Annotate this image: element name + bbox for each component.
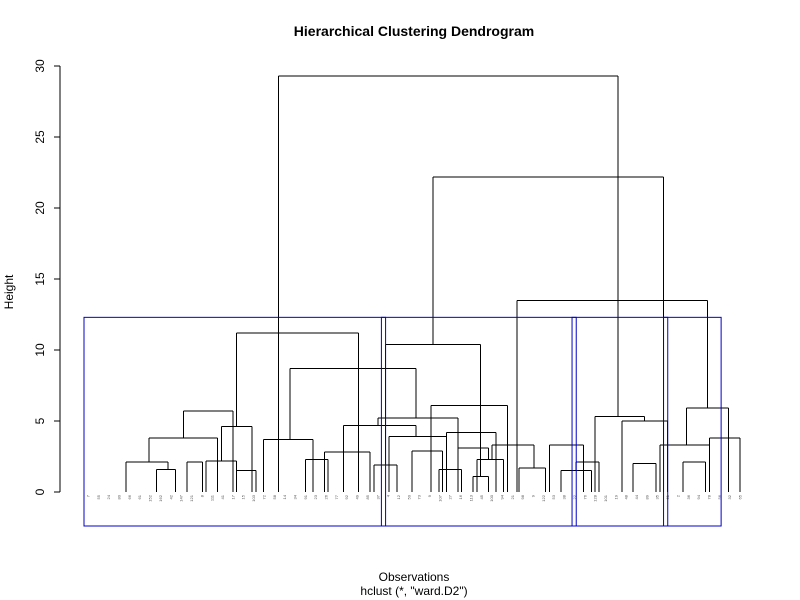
leaf-label: 89 [644, 494, 649, 499]
cluster-box-cluster-4 [663, 316, 722, 527]
leaf-label: 162 [158, 494, 163, 501]
y-tick-label: 0 [33, 488, 47, 495]
leaf-label: 101 [603, 494, 608, 501]
leaf-label: 24 [106, 494, 111, 499]
leaf-label: 80 [117, 494, 122, 499]
chart-title: Hierarchical Clustering Dendrogram [294, 23, 534, 39]
leaf-label: 56 [717, 494, 722, 499]
y-tick-label: 25 [33, 130, 47, 144]
leaf-label: 2 [675, 494, 680, 497]
leaf-label: 26 [324, 494, 329, 499]
leaf-label: 37 [375, 494, 380, 499]
leaf-label: 45 [479, 494, 484, 499]
y-axis: 0 5 10 15 20 25 30 [33, 59, 61, 495]
leaf-label: 76 [582, 494, 587, 499]
leaf-label: 152 [148, 494, 153, 501]
leaf-label: 128 [593, 494, 598, 501]
leaf-label: 77 [334, 494, 339, 499]
y-tick-label: 30 [33, 59, 47, 73]
leaf-label: 7 [86, 494, 91, 497]
leaf-label: 15 [241, 494, 246, 499]
leaf-label: 58 [272, 494, 277, 499]
leaf-label: 91 [303, 494, 308, 499]
leaf-label: 49 [355, 494, 360, 499]
leaf-label: 4 [386, 494, 391, 497]
leaf-label: 14 [282, 494, 287, 499]
leaf-label: 23 [313, 494, 318, 499]
leaf-label: 35 [655, 494, 660, 499]
leaf-label: 78 [706, 494, 711, 499]
leaf-label: 65 [738, 494, 743, 499]
leaf-label: 73 [417, 494, 422, 499]
leaf-label: 94 [499, 494, 504, 499]
leaf-label: 36 [686, 494, 691, 499]
leaf-label: 32 [727, 494, 732, 499]
leaf-labels: 7 55 24 80 66 61 152 162 42 147 121 8 111 41 17 15 103 72… [86, 494, 743, 501]
y-tick-label: 15 [33, 272, 47, 286]
leaf-label: 92 [344, 494, 349, 499]
leaf-label: 98 [520, 494, 525, 499]
leaf-label: 12 [396, 494, 401, 499]
leaf-label: 27 [448, 494, 453, 499]
cluster-boxes [83, 316, 722, 527]
leaf-label: 85 [365, 494, 370, 499]
leaf-label: 9 [531, 494, 536, 497]
dendrogram-tree [125, 75, 741, 492]
leaf-label: 42 [168, 494, 173, 499]
leaf-label: 147 [179, 494, 184, 501]
leaf-label: 66 [127, 494, 132, 499]
leaf-label: 121 [189, 494, 194, 501]
x-axis-label: Observations [379, 570, 450, 584]
y-tick-label: 10 [33, 343, 47, 357]
leaf-label: 48 [624, 494, 629, 499]
leaf-label: 19 [613, 494, 618, 499]
cluster-box-cluster-3 [571, 316, 669, 527]
leaf-label: 44 [634, 494, 639, 499]
leaf-label: 50 [406, 494, 411, 499]
leaf-label: 100 [489, 494, 494, 501]
leaf-label: 22 [572, 494, 577, 499]
y-tick-label: 20 [33, 201, 47, 215]
cluster-box-cluster-1 [83, 316, 387, 527]
leaf-label: 61 [137, 494, 142, 499]
leaf-label: 72 [261, 494, 266, 499]
leaf-label: 55 [96, 494, 101, 499]
y-tick-label: 5 [33, 417, 47, 424]
leaf-label: 41 [220, 494, 225, 499]
cluster-box-cluster-2 [380, 316, 577, 527]
leaf-label: 38 [562, 494, 567, 499]
leaf-label: 21 [510, 494, 515, 499]
leaf-label: 94 [696, 494, 701, 499]
leaf-label: 16 [458, 494, 463, 499]
leaf-label: 34 [292, 494, 297, 499]
leaf-label: 53 [551, 494, 556, 499]
leaf-label: 107 [437, 494, 442, 501]
leaf-label: 122 [541, 494, 546, 501]
y-axis-label: Height [2, 274, 16, 309]
leaf-label: 9 [427, 494, 432, 497]
leaf-label: 17 [230, 494, 235, 499]
method-sublabel: hclust (*, "ward.D2") [360, 584, 467, 598]
leaf-label: 111 [210, 494, 215, 501]
leaf-label: 113 [468, 494, 473, 501]
leaf-label: 103 [251, 494, 256, 501]
leaf-label: 8 [199, 494, 204, 497]
